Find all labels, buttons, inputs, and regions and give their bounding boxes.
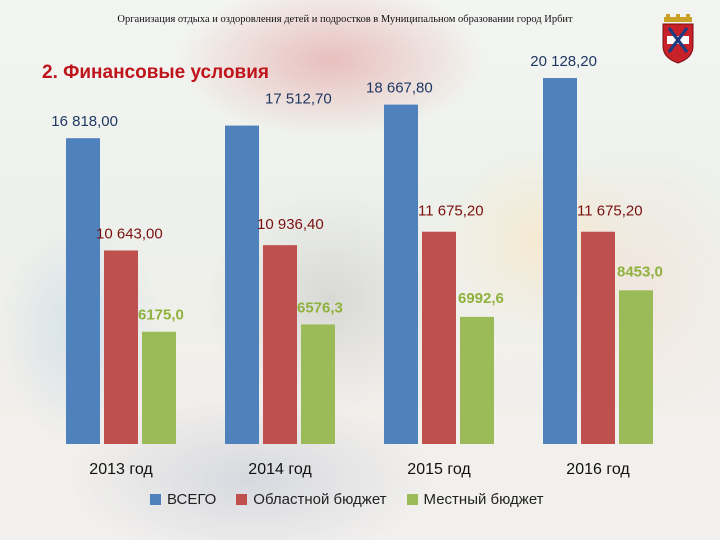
category-label-2: 2015 год bbox=[407, 461, 471, 478]
data-label-regional-3: 11 675,20 bbox=[577, 203, 643, 220]
bar-local-3 bbox=[619, 290, 653, 444]
bar-total-2 bbox=[384, 104, 418, 445]
data-label-local-0: 6175,0 bbox=[138, 307, 184, 324]
bar-local-0 bbox=[142, 331, 176, 444]
data-label-local-1: 6576,3 bbox=[297, 299, 343, 316]
legend-swatch-local bbox=[406, 493, 418, 505]
data-label-total-1: 17 512,70 bbox=[265, 91, 332, 108]
bar-regional-3 bbox=[581, 231, 615, 444]
category-label-3: 2016 год bbox=[566, 461, 630, 478]
bar-local-1 bbox=[301, 324, 335, 444]
bar-regional-1 bbox=[263, 245, 297, 444]
legend-item-regional: Областной бюджет bbox=[236, 490, 387, 508]
data-label-regional-2: 11 675,20 bbox=[418, 203, 484, 220]
legend-item-local: Местный бюджет bbox=[406, 490, 544, 508]
bar-regional-0 bbox=[104, 250, 138, 444]
bar-total-0 bbox=[66, 138, 100, 444]
bar-total-3 bbox=[543, 78, 577, 445]
legend-swatch-regional bbox=[236, 493, 248, 505]
bar-local-2 bbox=[460, 316, 494, 444]
chart-legend: ВСЕГО Областной бюджет Местный бюджет bbox=[150, 490, 564, 508]
data-label-total-3: 20 128,20 bbox=[530, 53, 597, 70]
category-label-0: 2013 год bbox=[89, 461, 153, 478]
data-label-local-3: 8453,0 bbox=[617, 263, 663, 280]
legend-label-total: ВСЕГО bbox=[167, 490, 217, 508]
slide-title: 2. Финансовые условия bbox=[42, 62, 269, 83]
legend-item-total: ВСЕГО bbox=[150, 491, 216, 508]
data-label-total-0: 16 818,00 bbox=[51, 113, 118, 130]
data-label-local-2: 6992,6 bbox=[458, 290, 504, 307]
data-label-total-2: 18 667,80 bbox=[366, 80, 433, 97]
category-label-1: 2014 год bbox=[248, 461, 312, 478]
legend-label-regional: Областной бюджет bbox=[253, 490, 387, 508]
data-label-regional-0: 10 643,00 bbox=[96, 225, 163, 242]
legend-label-local: Местный бюджет bbox=[423, 490, 544, 508]
data-label-regional-1: 10 936,40 bbox=[257, 216, 324, 233]
org-title: Организация отдыха и оздоровления детей … bbox=[117, 14, 573, 25]
coat-of-arms-icon bbox=[662, 14, 694, 64]
bar-total-1 bbox=[225, 125, 259, 444]
legend-swatch-total bbox=[150, 493, 161, 505]
bar-regional-2 bbox=[422, 231, 456, 444]
